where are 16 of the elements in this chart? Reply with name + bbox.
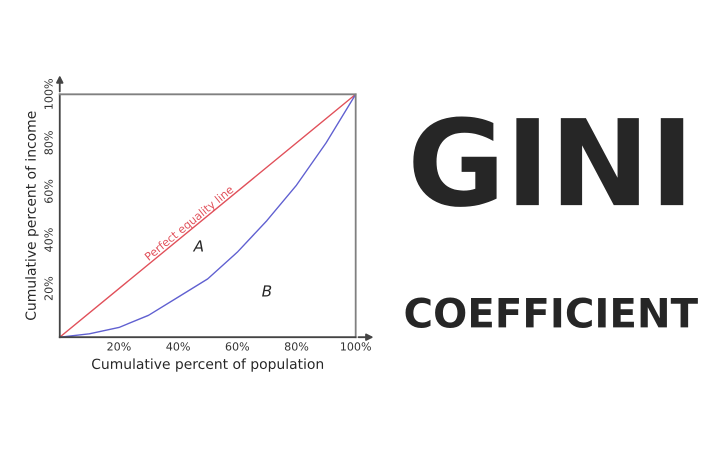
annotation: B xyxy=(262,285,272,296)
y-tick-label: 40% xyxy=(44,228,53,252)
x-tick-label: 60% xyxy=(226,342,250,351)
y-axis-title: Cumulative percent of income xyxy=(25,112,39,320)
chart-title: GINI xyxy=(413,116,684,207)
y-tick-label: 80% xyxy=(44,131,53,154)
x-tick-label: 40% xyxy=(166,342,190,351)
y-tick-label: 60% xyxy=(44,180,53,204)
y-tick-label: 20% xyxy=(44,276,53,300)
x-axis-title: Cumulative percent of population xyxy=(92,358,324,372)
x-tick-label: 80% xyxy=(284,342,308,351)
x-tick-label: 100% xyxy=(341,342,371,351)
annotation: A xyxy=(192,240,204,252)
x-tick-label: 20% xyxy=(107,342,131,351)
y-tick-label: 100% xyxy=(44,79,53,109)
text: COEFFICIENT xyxy=(406,298,698,328)
